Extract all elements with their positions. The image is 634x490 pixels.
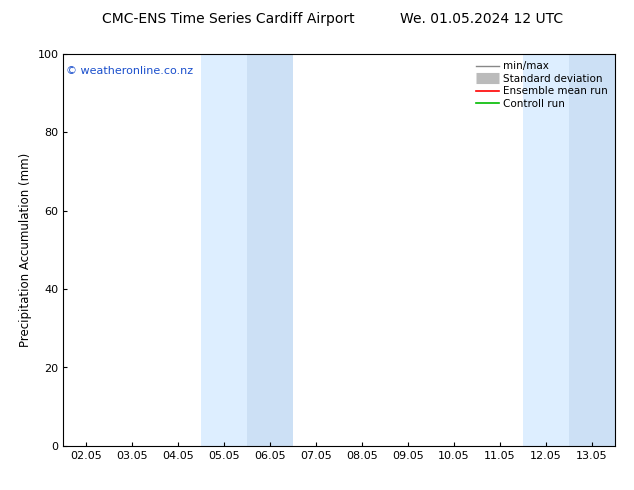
Text: © weatheronline.co.nz: © weatheronline.co.nz	[66, 66, 193, 75]
Bar	[569, 54, 615, 446]
Legend: min/max, Standard deviation, Ensemble mean run, Controll run: min/max, Standard deviation, Ensemble me…	[474, 59, 610, 111]
Bar	[202, 54, 247, 446]
Bar	[247, 54, 293, 446]
Bar	[523, 54, 569, 446]
Y-axis label: Precipitation Accumulation (mm): Precipitation Accumulation (mm)	[19, 153, 32, 347]
Text: CMC-ENS Time Series Cardiff Airport: CMC-ENS Time Series Cardiff Airport	[102, 12, 354, 26]
Text: We. 01.05.2024 12 UTC: We. 01.05.2024 12 UTC	[400, 12, 564, 26]
